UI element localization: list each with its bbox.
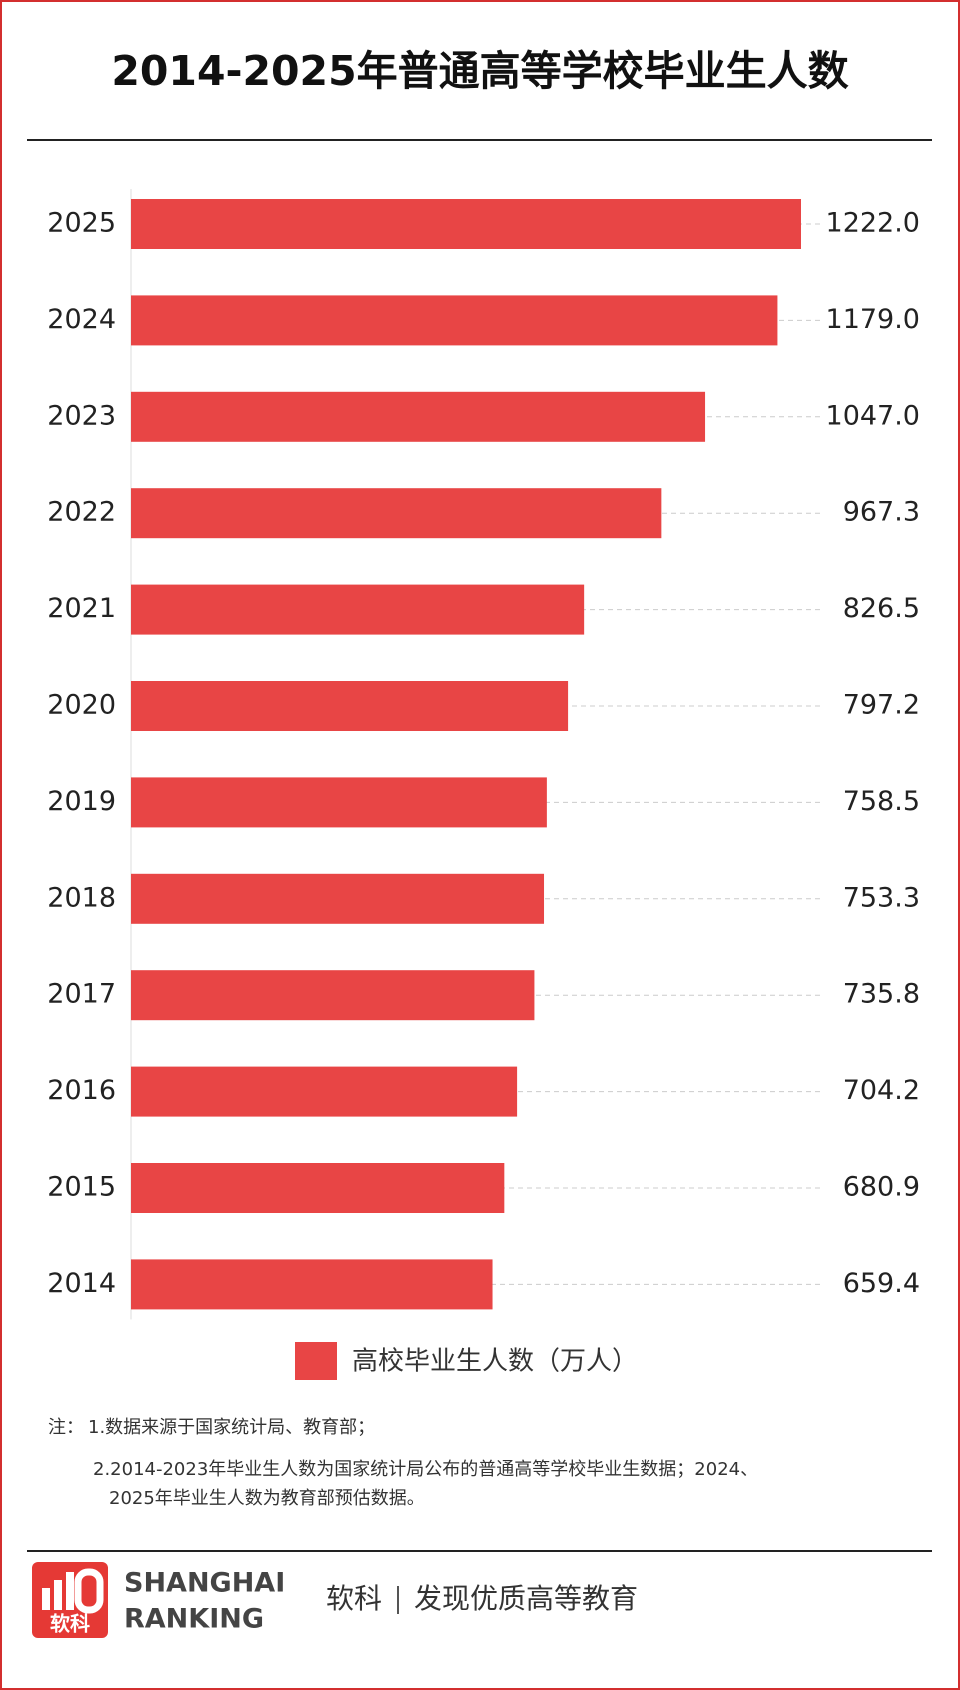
y-tick-label: 2021 [47, 593, 116, 624]
y-tick-label: 2025 [47, 208, 116, 239]
value-label: 704.2 [843, 1075, 920, 1106]
y-tick-label: 2019 [47, 786, 116, 817]
legend-label: 高校毕业生人数（万人） [352, 1347, 638, 1377]
bar [131, 295, 778, 346]
bar [131, 391, 706, 442]
y-tick-label: 2016 [47, 1075, 116, 1106]
y-tick-label: 2017 [47, 979, 116, 1010]
bar [131, 1259, 493, 1310]
bar [131, 1066, 518, 1117]
logo-r [74, 1568, 104, 1614]
brand: SHANGHAI [124, 1568, 285, 1599]
note: 2.2014-2023年毕业生人数为国家统计局公布的普通高等学校毕业生数据；20… [93, 1459, 758, 1480]
bar [131, 970, 535, 1021]
bar [131, 584, 585, 635]
note: 2025年毕业生人数为教育部预估数据。 [109, 1488, 425, 1509]
y-tick-label: 2022 [47, 497, 116, 528]
value-label: 797.2 [843, 690, 920, 721]
logo: 软科 [32, 1562, 108, 1638]
bar [131, 488, 662, 539]
logo-text: 软科 [50, 1612, 90, 1636]
note-label: 注： [48, 1417, 84, 1438]
y-tick-label: 2014 [47, 1268, 116, 1299]
slogan: 发现优质高等教育 [414, 1582, 638, 1615]
y-tick-label: 2015 [47, 1172, 116, 1203]
logo-bar [42, 1588, 50, 1610]
value-label: 753.3 [843, 882, 920, 913]
y-tick-label: 2018 [47, 882, 116, 913]
y-tick-label: 2020 [47, 690, 116, 721]
slogan: 软科 [326, 1582, 382, 1615]
value-label: 1047.0 [826, 400, 920, 431]
value-label: 758.5 [843, 786, 920, 817]
note: 1.数据来源于国家统计局、教育部； [88, 1417, 375, 1438]
legend-swatch [295, 1342, 337, 1380]
value-label: 967.3 [843, 497, 920, 528]
value-label: 735.8 [843, 979, 920, 1010]
value-label: 680.9 [843, 1172, 920, 1203]
bar [131, 199, 801, 249]
logo-bar [66, 1572, 74, 1610]
bar [131, 873, 545, 924]
logo-bar [54, 1580, 62, 1610]
value-label: 1179.0 [826, 304, 920, 335]
brand: RANKING [124, 1604, 264, 1635]
value-label: 1222.0 [826, 208, 920, 239]
y-tick-label: 2024 [47, 304, 116, 335]
value-label: 659.4 [843, 1268, 920, 1299]
y-tick-label: 2023 [47, 400, 116, 431]
chart-title: 2014-2025年普通高等学校毕业生人数 [111, 47, 848, 95]
value-label: 826.5 [843, 593, 920, 624]
bar [131, 1163, 505, 1213]
bar [131, 681, 569, 731]
bar [131, 777, 547, 828]
